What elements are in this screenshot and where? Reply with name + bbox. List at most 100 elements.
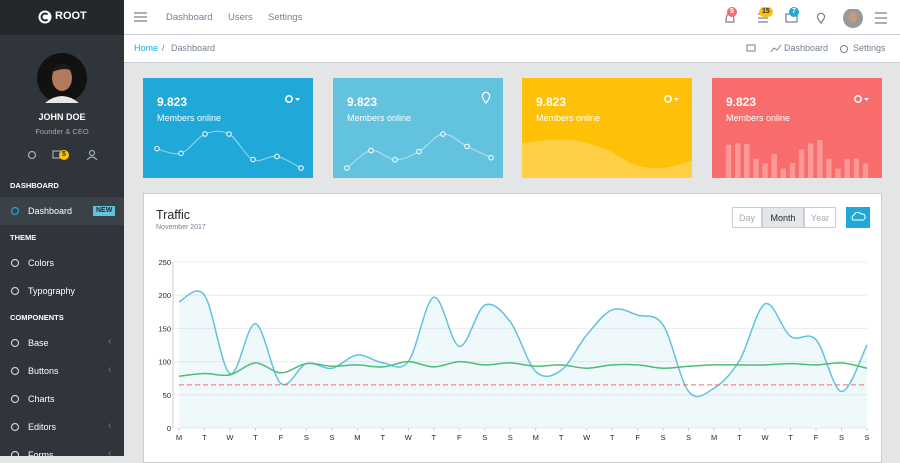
breadcrumb-link[interactable]: Home xyxy=(134,43,159,53)
nav-link[interactable]: Dashboard xyxy=(166,12,213,23)
breadcrumb-action[interactable]: Dashboard xyxy=(784,43,829,53)
sparkline-point xyxy=(154,145,160,152)
segment-button[interactable]: Year xyxy=(804,207,836,228)
caret xyxy=(295,98,300,101)
icon-shape xyxy=(10,286,20,296)
avatar xyxy=(37,53,87,103)
sparkline-area xyxy=(522,139,692,178)
sparkline-point xyxy=(298,165,304,171)
header-badge: 7 xyxy=(789,7,799,17)
header-icons xyxy=(725,9,887,28)
sparkline-point xyxy=(416,148,422,155)
sidebar-icon xyxy=(10,338,20,348)
sparkline-point xyxy=(392,156,398,163)
sidebar-item[interactable]: Dashboard NEW xyxy=(0,197,124,225)
breadcrumb-action[interactable]: Settings xyxy=(853,43,886,53)
sidebar-icon xyxy=(10,366,20,376)
sparkline-bar xyxy=(753,158,759,178)
icon-shape xyxy=(10,450,20,456)
x-tick-label: W xyxy=(405,433,413,442)
download-button[interactable] xyxy=(846,207,870,228)
sidebar-item[interactable]: Typography xyxy=(0,277,124,305)
submenu-chevron: ‹ xyxy=(108,448,112,456)
sparkline xyxy=(344,91,494,171)
sparkline-point xyxy=(226,131,232,137)
user-name: JOHN DOE xyxy=(38,112,86,122)
segment-button[interactable]: Month xyxy=(762,207,804,228)
sidebar-icon xyxy=(10,206,20,216)
sidebar-badge: NEW xyxy=(93,206,116,216)
sidebar-item[interactable]: Forms ‹ xyxy=(0,441,124,456)
submenu-chevron: ‹ xyxy=(108,364,112,375)
x-tick-label: M xyxy=(354,433,360,442)
stat-card: 9.823 Members online xyxy=(522,78,692,178)
x-tick-label: M xyxy=(711,433,717,442)
series-line xyxy=(178,290,868,398)
sparkline-bar xyxy=(826,158,832,178)
icon-shape xyxy=(10,422,20,432)
gear-icon xyxy=(664,95,672,103)
y-tick-label: 100 xyxy=(158,358,171,367)
sidebar-item[interactable]: Colors xyxy=(0,249,124,277)
sparkline-bar xyxy=(817,140,823,178)
menu-toggle[interactable] xyxy=(134,12,147,22)
x-tick-label: T xyxy=(610,433,615,442)
traffic-title: Traffic xyxy=(156,208,191,222)
x-tick-label: S xyxy=(304,433,309,442)
sidebar-heading: COMPONENTS xyxy=(10,313,64,322)
caret xyxy=(864,98,869,101)
sidebar-item[interactable]: Base ‹ xyxy=(0,329,124,357)
nav-link[interactable]: Settings xyxy=(268,12,303,23)
series-line xyxy=(178,360,868,377)
x-tick-label: T xyxy=(559,433,564,442)
gear-icon xyxy=(285,95,293,103)
sidebar-item[interactable]: Charts xyxy=(0,385,124,413)
header-badge: 15 xyxy=(759,7,773,17)
submenu-chevron: ‹ xyxy=(108,420,112,431)
traffic-subtitle: November 2017 xyxy=(156,224,206,231)
sidebar-icon xyxy=(10,258,20,268)
sparkline-point xyxy=(440,131,446,137)
card-icon xyxy=(285,95,300,103)
user-role: Founder & CEO xyxy=(35,127,89,136)
sidebar-item[interactable]: Buttons ‹ xyxy=(0,357,124,385)
sidebar-label: Forms xyxy=(28,450,54,456)
logo-bar: ROOT xyxy=(0,0,124,35)
icon-shape xyxy=(10,206,20,216)
sparkline-bar xyxy=(844,159,850,178)
x-tick-label: S xyxy=(329,433,334,442)
brand[interactable]: ROOT xyxy=(55,10,87,22)
sparkline-point xyxy=(250,156,256,163)
sparkline-bar xyxy=(862,163,869,178)
segment-button[interactable]: Day xyxy=(732,207,762,228)
caret xyxy=(674,98,679,101)
sparkline-bar xyxy=(789,163,796,178)
x-tick-label: T xyxy=(788,433,793,442)
sidebar-menu: DASHBOARD Dashboard NEW THEME Colors Typograp… xyxy=(0,173,124,456)
sidebar-item[interactable]: Editors ‹ xyxy=(0,413,124,441)
x-tick-label: T xyxy=(381,433,386,442)
y-tick-label: 50 xyxy=(163,391,171,400)
x-tick-label: F xyxy=(279,433,284,442)
pin-icon xyxy=(481,91,491,104)
user-badge: 5 xyxy=(59,150,69,160)
sidebar-label: Colors xyxy=(28,258,55,268)
card-icon xyxy=(664,95,679,103)
card-icon xyxy=(854,95,869,103)
nav-link[interactable]: Users xyxy=(228,12,253,23)
y-tick-label: 0 xyxy=(167,424,171,433)
sparkline-bar xyxy=(744,143,750,178)
x-tick-label: T xyxy=(737,433,742,442)
sparkline-bar xyxy=(762,163,768,178)
sparkline-point xyxy=(178,150,184,157)
x-tick-label: S xyxy=(864,433,869,442)
sidebar-icon xyxy=(10,422,20,432)
traffic-chart: 0 50 100 150 200 250 M T W T F S S M T W T F S S M T W T F S S M T W T… xyxy=(158,258,869,442)
sparkline-bar xyxy=(853,158,860,178)
card-icon xyxy=(481,91,491,104)
sparkline xyxy=(154,95,304,171)
x-tick-label: S xyxy=(839,433,844,442)
card-value: 9.823 xyxy=(726,95,757,109)
series-area xyxy=(179,291,867,428)
x-tick-label: S xyxy=(661,433,666,442)
